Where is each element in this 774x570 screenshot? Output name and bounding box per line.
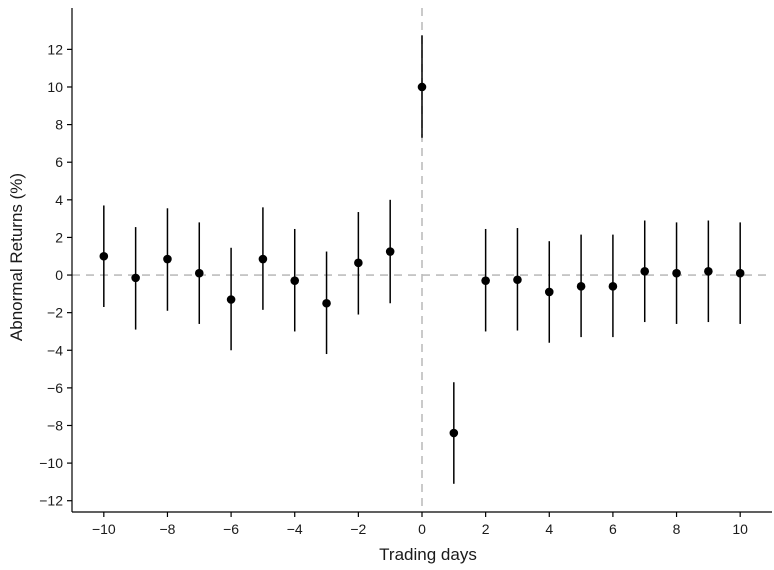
- y-tick-label: 2: [55, 229, 63, 245]
- data-point: [640, 266, 650, 276]
- data-point: [481, 276, 490, 285]
- x-tick-label: 4: [545, 521, 553, 537]
- y-axis-ticks: −12 −10 −8 −6 −4 −2 0 2 4 6 8 10 12: [39, 41, 72, 509]
- x-axis-ticks: −10 −8 −6 −4 −2 0 2 4 6 8 10: [92, 512, 748, 537]
- x-tick-label: −2: [350, 521, 366, 537]
- y-tick-label: −10: [39, 455, 63, 471]
- y-tick-label: 12: [47, 41, 63, 57]
- data-point: [513, 275, 522, 285]
- y-tick-label: −12: [39, 493, 63, 509]
- y-tick-label: 0: [55, 267, 63, 283]
- x-tick-label: −8: [159, 521, 175, 537]
- data-point: [322, 298, 331, 308]
- y-tick-label: −2: [47, 305, 63, 321]
- data-points: [99, 82, 745, 438]
- data-point: [354, 258, 363, 268]
- data-point: [672, 268, 681, 278]
- x-tick-label: −10: [92, 521, 116, 537]
- y-tick-label: 10: [47, 79, 63, 95]
- data-point: [226, 295, 236, 304]
- data-point: [131, 273, 140, 283]
- y-tick-label: 8: [55, 117, 63, 133]
- x-tick-label: 2: [482, 521, 490, 537]
- x-tick-label: −4: [287, 521, 303, 537]
- y-axis-title: Abnormal Returns (%): [7, 173, 26, 341]
- data-point: [194, 268, 204, 278]
- x-tick-label: 8: [673, 521, 681, 537]
- x-tick-label: 0: [418, 521, 426, 537]
- x-tick-label: 10: [732, 521, 748, 537]
- y-tick-label: 4: [55, 192, 63, 208]
- y-tick-label: −4: [47, 342, 63, 358]
- y-tick-label: −8: [47, 417, 63, 433]
- data-point: [449, 428, 459, 438]
- data-point: [258, 254, 268, 264]
- y-tick-label: −6: [47, 380, 63, 396]
- x-axis-title: Trading days: [379, 545, 477, 564]
- x-tick-label: −6: [223, 521, 239, 537]
- data-point: [385, 247, 395, 256]
- data-point: [163, 254, 172, 264]
- data-point: [704, 266, 713, 276]
- x-tick-label: 6: [609, 521, 617, 537]
- data-point: [576, 282, 586, 291]
- data-point: [608, 282, 618, 291]
- data-point: [735, 268, 745, 278]
- data-point: [290, 276, 300, 285]
- data-point: [544, 287, 554, 297]
- data-point: [99, 251, 109, 261]
- y-tick-label: 6: [55, 154, 63, 170]
- data-point: [417, 82, 427, 92]
